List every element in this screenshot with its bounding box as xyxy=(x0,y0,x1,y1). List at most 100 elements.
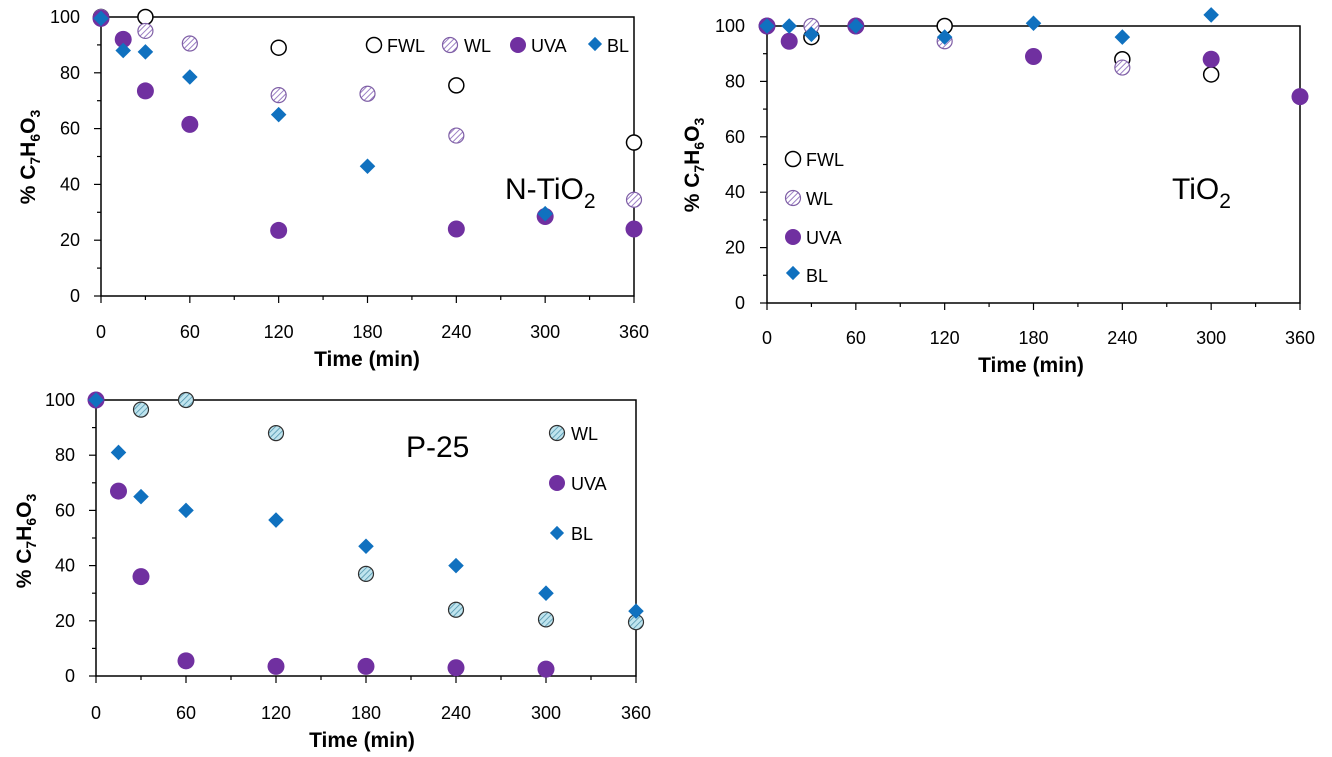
legend-bl-marker xyxy=(587,36,603,52)
point-uva xyxy=(132,568,150,586)
x-tick-label: 240 xyxy=(441,703,471,723)
point-uva xyxy=(357,657,375,675)
legend-uva-marker xyxy=(785,229,801,245)
y-tick-label: 0 xyxy=(735,293,745,313)
y-tick-label: 80 xyxy=(725,71,745,91)
point-fwl xyxy=(448,77,465,94)
point-uva xyxy=(1291,88,1309,106)
point-bl xyxy=(268,512,284,528)
legend-uva-marker xyxy=(510,37,526,53)
point-bl xyxy=(178,502,194,519)
point-uva xyxy=(1202,50,1220,68)
legend-wl-label: WL xyxy=(571,424,598,444)
x-tick-label: 180 xyxy=(1018,328,1048,348)
plot-area-ntio2 xyxy=(100,16,635,297)
plot-area-tio2 xyxy=(766,25,1301,304)
x-axis-title-p25: Time (min) xyxy=(309,729,415,752)
x-tick-label: 0 xyxy=(91,703,101,723)
y-axis-title-p25: % C7H6O3 xyxy=(13,494,39,589)
point-bl xyxy=(781,18,797,34)
point-uva xyxy=(780,32,798,50)
legend-bl-marker xyxy=(549,525,565,541)
legend-bl-label: BL xyxy=(607,36,629,56)
point-uva xyxy=(447,220,465,238)
y-tick-label: 40 xyxy=(725,182,745,202)
point-bl xyxy=(448,557,464,574)
y-axis-title-tio2: % C7H6O3 xyxy=(681,118,707,213)
x-tick-label: 300 xyxy=(530,322,560,342)
legend-uva-label: UVA xyxy=(531,36,567,56)
x-tick-label: 360 xyxy=(619,322,649,342)
y-tick-label: 0 xyxy=(70,286,80,306)
point-bl xyxy=(270,106,287,123)
x-tick-label: 0 xyxy=(762,328,772,348)
series-bl xyxy=(93,10,553,222)
point-bl xyxy=(1025,15,1042,32)
y-tick-label: 40 xyxy=(60,174,80,194)
legend-wl-label: WL xyxy=(806,189,833,209)
x-tick-label: 300 xyxy=(1196,328,1226,348)
point-uva xyxy=(270,221,288,239)
y-tick-label: 40 xyxy=(55,556,75,576)
legend-wl-label: WL xyxy=(464,36,491,56)
point-wl xyxy=(132,401,150,418)
x-tick-label: 60 xyxy=(180,322,200,342)
point-wl xyxy=(357,565,375,582)
points-tio2 xyxy=(758,7,1309,106)
panel-label-tio2: TiO2 xyxy=(1172,173,1231,213)
point-bl xyxy=(358,538,374,555)
series-uva xyxy=(87,391,555,678)
x-tick-label: 240 xyxy=(441,322,471,342)
ticks-ntio2: 0 60 120 180 240 300 360 0 20 40 60 80 100 xyxy=(50,7,649,342)
x-axis-title-tio2: Time (min) xyxy=(978,354,1084,377)
points-ntio2 xyxy=(92,8,643,239)
legend-bl-marker xyxy=(785,265,801,281)
legend-fwl-label: FWL xyxy=(806,150,844,170)
y-tick-label: 100 xyxy=(715,16,745,36)
chart-ntio2: 0 60 120 180 240 300 360 0 20 40 60 80 100 FWL WL UV… xyxy=(17,7,649,371)
y-tick-label: 60 xyxy=(725,127,745,147)
y-axis-title-ntio2: % C7H6O3 xyxy=(17,110,43,205)
y-tick-label: 20 xyxy=(60,230,80,250)
point-wl xyxy=(137,22,154,40)
x-tick-label: 240 xyxy=(1107,328,1137,348)
point-bl xyxy=(359,158,376,175)
point-bl xyxy=(538,585,554,601)
point-bl xyxy=(537,205,553,222)
y-tick-label: 100 xyxy=(45,390,75,410)
y-tick-label: 80 xyxy=(55,445,75,465)
legend-wl-marker xyxy=(548,424,566,442)
y-tick-label: 60 xyxy=(60,119,80,139)
y-tick-label: 20 xyxy=(725,238,745,258)
x-tick-label: 120 xyxy=(261,703,291,723)
point-wl xyxy=(270,87,287,104)
point-uva xyxy=(1025,47,1042,65)
x-tick-label: 360 xyxy=(1285,328,1315,348)
x-tick-label: 300 xyxy=(531,703,561,723)
legend-ntio2: FWL WL UVA BL xyxy=(365,36,629,56)
legend-uva-marker xyxy=(549,475,565,491)
series-fwl xyxy=(92,8,643,151)
x-tick-label: 180 xyxy=(351,703,381,723)
point-fwl xyxy=(137,8,154,26)
point-wl xyxy=(447,601,465,618)
point-wl xyxy=(1114,59,1131,76)
point-wl xyxy=(267,425,285,442)
point-bl xyxy=(1203,7,1219,23)
ticks-tio2: 0 60 120 180 240 300 360 0 20 40 60 80 100 xyxy=(715,16,1315,348)
legend-bl-label: BL xyxy=(571,524,593,544)
x-axis-title-ntio2: Time (min) xyxy=(314,348,420,371)
point-bl xyxy=(137,44,154,60)
point-uva xyxy=(136,82,154,100)
y-tick-label: 60 xyxy=(55,500,75,520)
y-tick-label: 0 xyxy=(65,666,75,686)
point-uva xyxy=(114,30,132,48)
ticks-p25: 0 60 120 180 240 300 360 0 20 40 60 80 100 xyxy=(45,390,651,723)
point-fwl xyxy=(625,134,643,151)
x-tick-label: 120 xyxy=(930,328,960,348)
point-bl xyxy=(628,603,644,619)
point-uva xyxy=(267,657,285,675)
y-tick-label: 80 xyxy=(60,63,80,83)
point-uva xyxy=(447,659,465,677)
